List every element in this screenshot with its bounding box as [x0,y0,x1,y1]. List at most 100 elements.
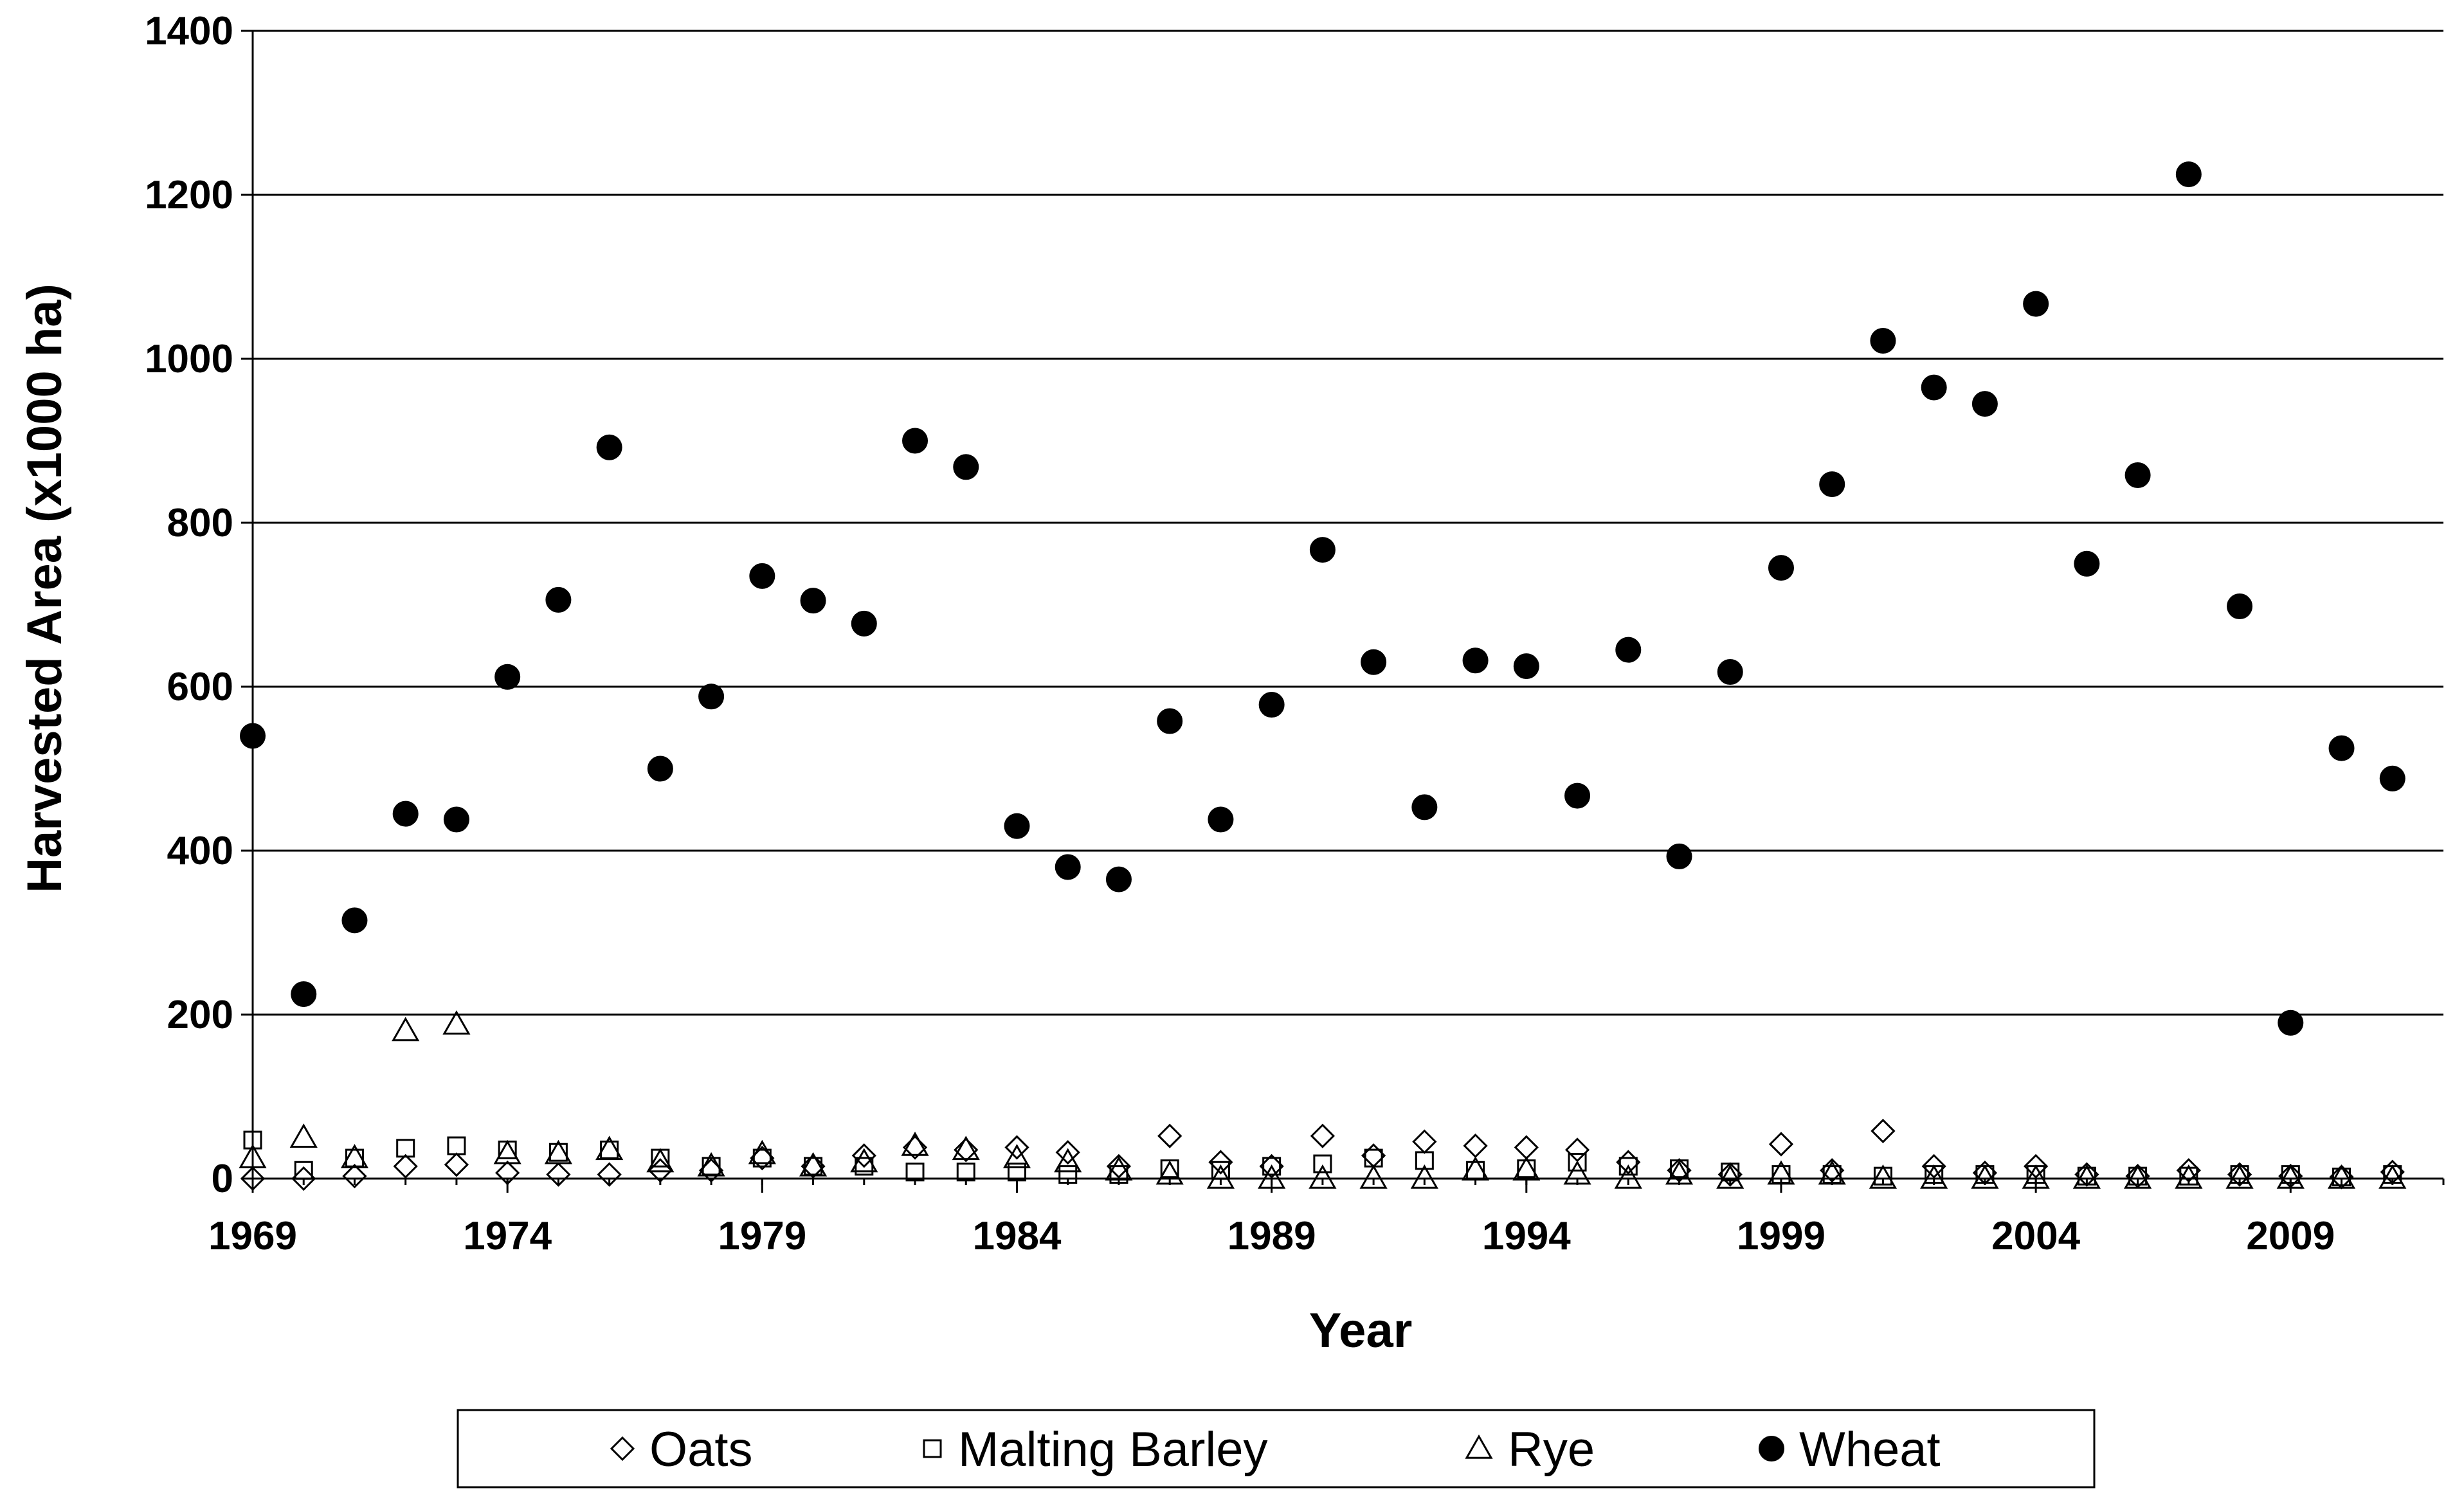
rye-point-1999 [1767,1160,1795,1185]
rye-point-1994 [1512,1156,1541,1181]
rye-point-1993 [1461,1156,1490,1181]
wheat-point-2010 [2328,735,2355,761]
x-tick-label-1974: 1974 [463,1214,552,1258]
rye-point-1976 [595,1136,624,1161]
y-tick-label-1200: 1200 [145,173,233,217]
malting-barley-point-1994 [1517,1159,1536,1179]
wheat-point-1990 [1309,537,1336,563]
legend-marker-rye [1465,1434,1493,1459]
rye-point-1997 [1665,1160,1694,1185]
malting-barley-point-1988 [1211,1161,1230,1180]
oats-point-1972 [393,1154,418,1179]
oats-point-1969 [240,1166,266,1191]
rye-point-1998 [1716,1164,1744,1189]
legend-label-oats: Oats [649,1422,753,1477]
oats-point-1975 [546,1162,571,1187]
rye-point-1989 [1258,1164,1286,1189]
rye-point-1980 [799,1152,828,1177]
rye-point-1982 [901,1131,929,1156]
malting-barley-point-1991 [1364,1148,1383,1168]
oats-point-1993 [1463,1133,1488,1159]
wheat-point-1969 [240,723,266,749]
malting-barley-point-1990 [1313,1154,1332,1173]
rye-point-1972 [392,1017,420,1042]
rye-point-1975 [544,1139,572,1164]
wheat-point-1992 [1411,794,1438,820]
x-tick-label-2009: 2009 [2246,1214,2335,1258]
wheat-point-1998 [1717,659,1743,685]
wheat-point-1999 [1768,555,1794,581]
wheat-point-1971 [341,907,368,934]
y-axis-title: Harvested Area (x1000 ha) [17,284,72,893]
rye-point-1986 [1105,1156,1133,1181]
oats-point-1997 [1667,1158,1692,1183]
malting-barley-point-1996 [1618,1157,1638,1176]
wheat-point-2006 [2124,462,2151,489]
wheat-point-1979 [749,563,775,589]
y-tick-label-1000: 1000 [145,337,233,381]
rye-point-1974 [493,1139,521,1164]
wheat-point-1972 [392,801,419,827]
rye-point-2004 [2022,1164,2050,1189]
x-tick-label-1979: 1979 [718,1214,806,1258]
wheat-point-1980 [800,588,826,614]
oats-point-1983 [954,1137,979,1163]
rye-point-1981 [850,1148,878,1173]
rye-point-1983 [952,1136,980,1161]
oats-point-1987 [1157,1123,1182,1148]
data-points [239,161,2407,1191]
x-tick-label-2004: 2004 [1991,1214,2080,1258]
wheat-point-1993 [1462,647,1489,674]
x-tick-label-1989: 1989 [1227,1214,1316,1258]
rye-point-1978 [697,1152,725,1177]
legend-label-rye: Rye [1508,1422,1595,1477]
wheat-point-1976 [596,434,622,460]
rye-point-1970 [289,1123,318,1148]
oats-point-2007 [2176,1158,2201,1183]
rye-point-2008 [2225,1164,2254,1189]
legend-marker-wheat [1759,1436,1784,1461]
wheat-point-1987 [1157,708,1183,734]
wheat-point-1973 [443,806,469,833]
wheat-point-1974 [494,664,521,690]
malting-barley-point-1983 [956,1163,975,1182]
malting-barley-point-1973 [447,1136,466,1155]
wheat-point-2002 [1921,374,1947,401]
wheat-point-1981 [851,610,877,637]
wheat-point-1983 [953,454,979,480]
oats-point-1976 [597,1162,622,1187]
legend-box [457,1409,2096,1488]
rye-point-1995 [1563,1160,1591,1185]
wheat-point-1994 [1513,653,1539,680]
oats-point-1971 [342,1164,367,1189]
malting-barley-point-1995 [1568,1153,1587,1172]
legend-marker-malting-barley [923,1439,942,1458]
x-tick-label-1984: 1984 [973,1214,1062,1258]
wheat-point-1985 [1055,854,1081,880]
legend: Oats Malting Barley Rye Wheat [457,1409,2096,1488]
legend-marker-oats [610,1436,635,1461]
rye-point-1979 [748,1139,776,1164]
rye-point-1990 [1309,1164,1337,1189]
rye-point-1992 [1410,1164,1438,1189]
rye-point-1991 [1359,1164,1388,1189]
oats-point-1970 [291,1166,316,1191]
gridlines [253,30,2443,1016]
rye-point-1988 [1206,1164,1235,1189]
oats-point-1999 [1768,1132,1794,1157]
malting-barley-point-1970 [294,1161,313,1180]
oats-point-1992 [1412,1129,1437,1154]
malting-barley-point-1972 [396,1139,415,1158]
oats-point-1988 [1208,1150,1233,1175]
wheat-point-1970 [291,981,317,1008]
oats-point-2008 [2227,1162,2252,1187]
rye-point-1985 [1054,1148,1082,1173]
oats-point-1981 [851,1143,876,1168]
y-tick-label-600: 600 [167,665,233,709]
malting-barley-point-1984 [1007,1163,1026,1182]
malting-barley-point-1976 [600,1140,619,1159]
rye-point-1987 [1155,1160,1184,1185]
oats-point-1985 [1055,1140,1080,1165]
